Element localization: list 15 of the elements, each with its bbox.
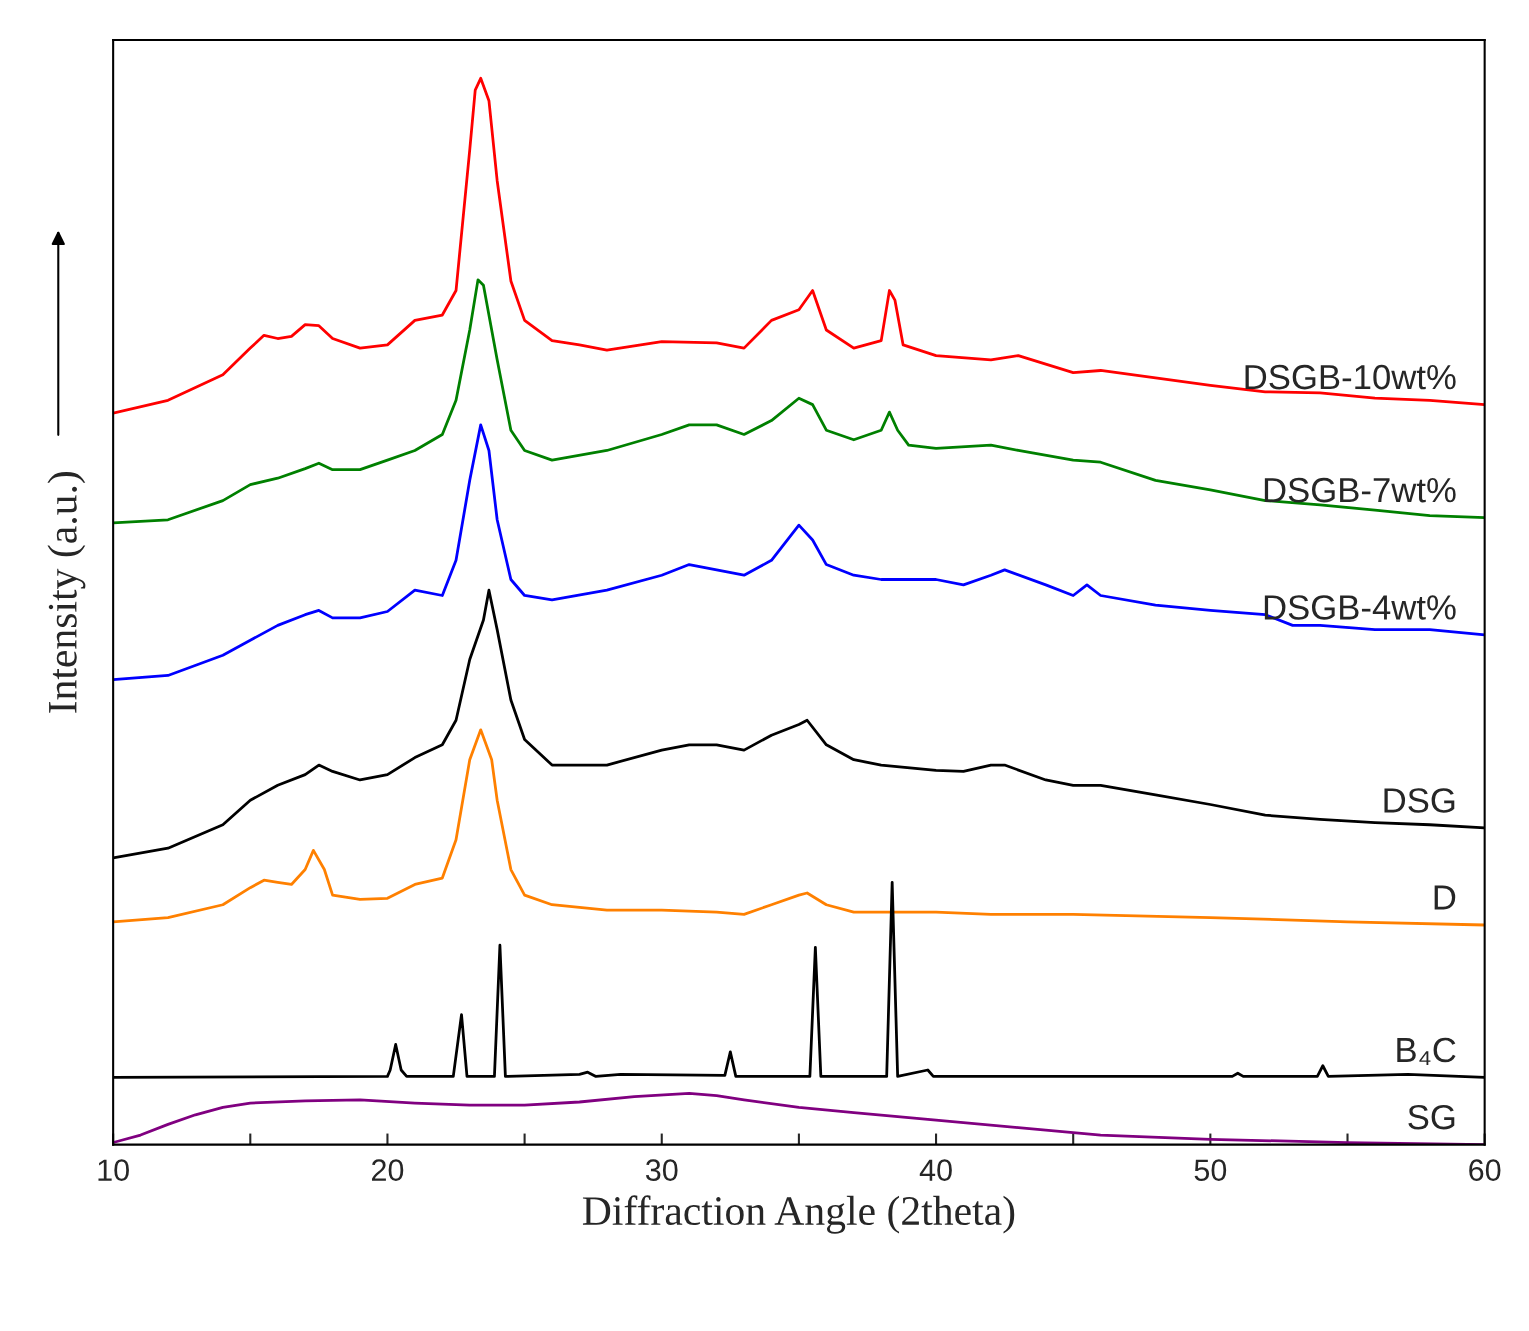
x-tick-label: 30 (645, 1159, 678, 1181)
x-axis-title: Diffraction Angle (2theta) (582, 1195, 1015, 1234)
x-tick-label: 10 (98, 1159, 129, 1181)
series-label: SG (1408, 1104, 1455, 1130)
series-label: DSGB-4wt% (1264, 595, 1456, 620)
y-axis-title: Intensity (a.u.) (47, 472, 86, 713)
x-tick-label: 20 (371, 1159, 404, 1181)
series-label: D (1434, 885, 1456, 910)
series-label: DSGB-7wt% (1264, 477, 1456, 503)
x-tick-label: 60 (1469, 1159, 1501, 1181)
series-label: DSG (1384, 788, 1455, 813)
series-label: B₄C (1397, 1037, 1456, 1065)
x-tick-label: 50 (1194, 1159, 1227, 1181)
series-label: DSGB-10wt% (1245, 364, 1456, 390)
x-tick-label: 40 (919, 1159, 952, 1181)
